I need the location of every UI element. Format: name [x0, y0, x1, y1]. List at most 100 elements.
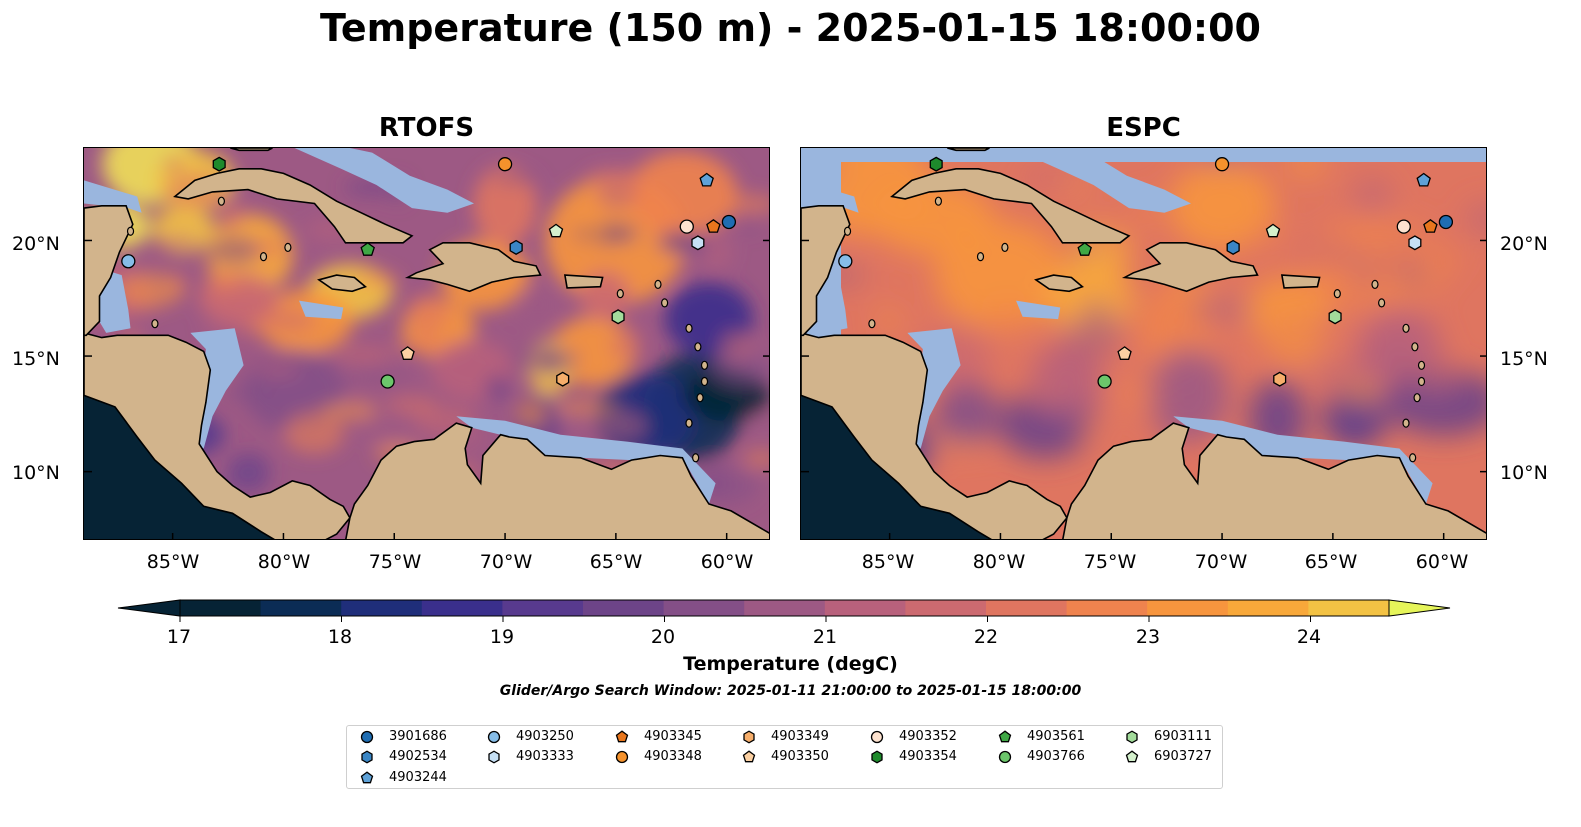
island	[1378, 298, 1386, 308]
land-puertorico	[1280, 274, 1321, 289]
legend-marker-4903352	[870, 730, 884, 744]
temperature-blob	[627, 151, 738, 237]
temperature-eddy	[1242, 223, 1289, 244]
float-marker-3901686	[1438, 214, 1454, 230]
temperature-eddy	[612, 324, 641, 363]
island	[1411, 342, 1419, 352]
lat-label-15n-left: 15°N	[12, 348, 60, 370]
temperature-eddy	[255, 362, 301, 378]
temperature-eddy	[1374, 353, 1419, 366]
lat-label-10n-right: 10°N	[1500, 462, 1548, 484]
lon-label-65w-rtofs: 65°W	[589, 551, 643, 573]
island	[1402, 418, 1410, 428]
temperature-eddy	[1153, 288, 1196, 322]
legend-marker-4903561	[998, 730, 1012, 743]
land-yucatan	[801, 205, 851, 337]
land-florida	[947, 148, 990, 152]
island	[126, 226, 135, 236]
temperature-eddy	[876, 307, 902, 333]
legend-marker-3901686	[360, 730, 374, 744]
temperature-eddy	[516, 399, 546, 428]
float-marker-4903766	[1097, 374, 1112, 389]
temperature-eddy	[588, 411, 648, 440]
float-marker-4903352	[1396, 219, 1411, 234]
island	[685, 418, 693, 428]
temperature-eddy	[1402, 386, 1459, 402]
float-marker-6903727	[1265, 223, 1281, 238]
legend-label: 6903111	[1154, 729, 1212, 744]
island	[1371, 279, 1379, 289]
colorbar-extend-min	[117, 599, 181, 617]
legend-marker-4903333	[488, 750, 500, 764]
legend-label: 6903727	[1154, 749, 1212, 764]
map-panel-rtofs	[83, 147, 770, 540]
map-panel-espc	[800, 147, 1487, 540]
island	[151, 319, 159, 329]
legend-label: 4902534	[389, 749, 447, 764]
float-marker-4903561	[1077, 242, 1092, 256]
island	[700, 376, 709, 387]
island	[284, 242, 292, 253]
temperature-eddy	[1375, 228, 1440, 270]
panel-title-rtofs: RTOFS	[378, 113, 475, 143]
map-espc-svg	[801, 148, 1486, 539]
temperature-eddy	[208, 236, 260, 265]
shelf-bahamas	[294, 148, 474, 213]
float-marker-4903350	[1117, 346, 1132, 360]
shelf-bahamas	[1011, 148, 1191, 213]
shelf-yucshelf	[84, 180, 142, 213]
colorbar-segment	[1066, 600, 1148, 616]
map-rtofs-svg	[84, 148, 769, 539]
colorbar-tick-23: 23	[1135, 626, 1161, 648]
temperature-eddy	[1353, 263, 1375, 293]
shelf-nicaragua	[190, 328, 244, 449]
temperature-eddy	[417, 320, 435, 351]
lon-label-70w-espc: 70°W	[1194, 551, 1248, 573]
temperature-eddy	[1370, 263, 1421, 275]
colorbar-segment	[905, 600, 987, 616]
figure-title: Temperature (150 m) - 2025-01-15 18:00:0…	[319, 6, 1261, 50]
legend-marker-4903766	[998, 750, 1012, 764]
float-marker-4903350	[400, 346, 415, 360]
temperature-eddy	[743, 449, 769, 468]
lon-label-75w-espc: 75°W	[1083, 551, 1137, 573]
island	[868, 319, 876, 329]
legend-marker-4903244	[360, 771, 374, 784]
temperature-blob	[1147, 348, 1230, 443]
float-marker-4903250	[121, 254, 136, 269]
float-marker-4903345	[706, 218, 721, 233]
lon-label-80w-espc: 80°W	[972, 551, 1026, 573]
temperature-eddy	[320, 402, 378, 421]
colorbar-segment	[180, 600, 262, 616]
float-marker-4903250	[838, 254, 853, 269]
land-southamerica	[1062, 422, 1486, 539]
island	[1001, 242, 1009, 253]
land-hispaniola	[404, 242, 542, 293]
colorbar-tick-24: 24	[1296, 626, 1322, 648]
temperature-eddy	[577, 210, 607, 245]
island	[843, 226, 852, 236]
land-central	[801, 332, 1068, 539]
temperature-eddy	[720, 193, 769, 215]
temperature-eddy	[116, 272, 184, 308]
island	[694, 342, 702, 352]
temperature-eddy	[206, 270, 238, 293]
temperature-blob	[934, 381, 1000, 447]
land-jamaica	[317, 274, 367, 293]
colorbar-segment	[663, 600, 745, 616]
colorbar-segment	[824, 600, 906, 616]
land-central	[84, 332, 351, 539]
legend-label: 4903561	[1027, 729, 1085, 744]
legend-marker-4903345	[615, 730, 629, 743]
colorbar	[117, 599, 1451, 622]
temperature-blob	[934, 220, 1067, 330]
legend: 3901686 4902534 4903244 4903250 4903333 49033…	[346, 725, 1223, 789]
lon-label-85w-rtofs: 85°W	[146, 551, 200, 573]
float-marker-3901686	[721, 214, 737, 230]
temperature-eddy	[1351, 177, 1394, 216]
temperature-eddy	[513, 345, 578, 375]
temperature-eddy	[216, 200, 247, 229]
colorbar-segment	[583, 600, 665, 616]
float-marker-6903111	[1328, 309, 1342, 325]
colorbar-segment	[744, 600, 826, 616]
